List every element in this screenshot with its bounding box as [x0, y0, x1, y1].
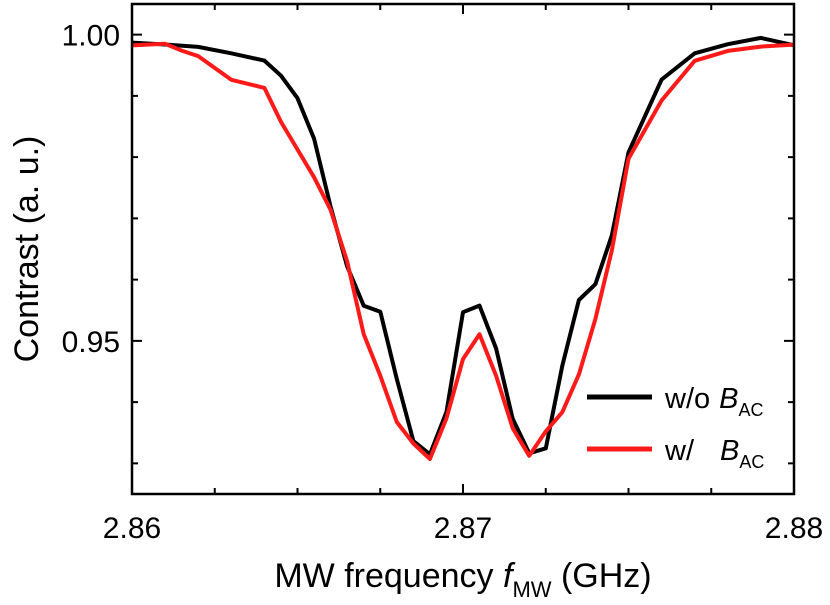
legend-label-w-bac: w/BAC	[664, 435, 764, 472]
x-axis-title-main: MW frequency	[274, 557, 503, 595]
legend-label-wo-sub: AC	[738, 400, 763, 420]
series-layer	[131, 35, 795, 461]
y-axis-title: Contrast (a. u.)	[8, 136, 46, 363]
x-axis-title-sub: MW	[512, 577, 551, 602]
x-tick-label-0: 2.86	[103, 512, 161, 545]
x-tick-label-1: 2.87	[434, 512, 492, 545]
x-axis-title: MW frequency fMW (GHz)	[274, 557, 651, 602]
plot-area	[132, 4, 794, 494]
ticks-layer: 2.86 2.87 2.88 0.95 1.00	[62, 4, 823, 545]
x-tick-label-2: 2.88	[765, 512, 823, 545]
legend: w/o BAC w/BAC	[587, 383, 764, 472]
y-tick-label-1: 1.00	[62, 20, 120, 53]
legend-label-w-sub: AC	[739, 452, 764, 472]
legend-label-wo-var: B	[719, 383, 738, 415]
y-tick-label-0: 0.95	[62, 326, 120, 359]
legend-label-w-prefix: w/	[664, 435, 695, 467]
x-axis-title-unit: (GHz)	[552, 557, 652, 595]
legend-label-wo-prefix: w/o	[664, 383, 710, 415]
legend-label-wo-bac: w/o BAC	[664, 383, 764, 420]
legend-label-w-var: B	[720, 435, 739, 467]
series-line-w-bac	[131, 41, 795, 461]
